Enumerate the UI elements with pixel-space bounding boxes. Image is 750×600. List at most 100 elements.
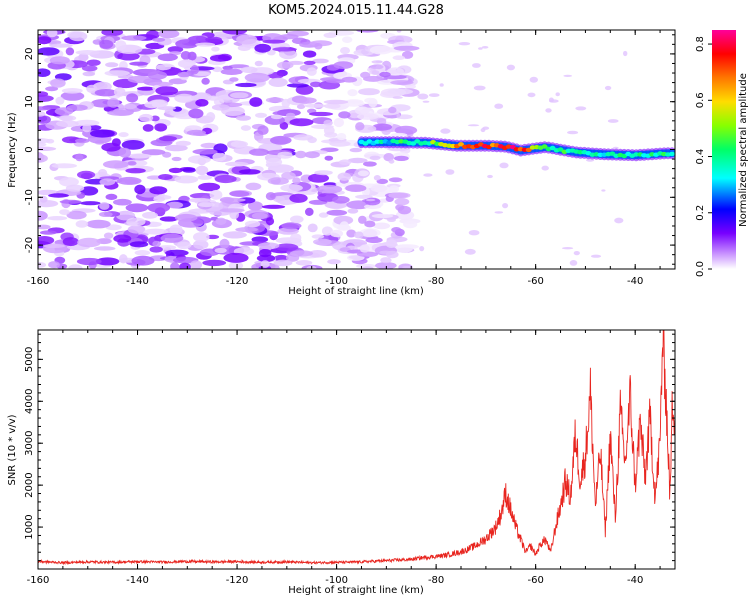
noise-blob xyxy=(48,261,60,269)
noise-blob xyxy=(237,44,251,52)
noise-blob xyxy=(347,157,368,164)
noise-blob xyxy=(304,151,320,159)
noise-blob xyxy=(390,132,408,138)
noise-blob xyxy=(337,172,352,181)
noise-blob xyxy=(75,220,89,228)
noise-blob xyxy=(99,178,116,186)
noise-blob xyxy=(370,185,388,192)
noise-blob xyxy=(346,229,357,238)
noise-blob xyxy=(387,217,396,222)
noise-blob xyxy=(207,95,220,101)
noise-blob xyxy=(281,98,290,109)
noise-blob xyxy=(206,112,216,122)
noise-blob xyxy=(54,107,74,116)
noise-blob xyxy=(215,217,227,225)
noise-blob xyxy=(131,255,155,266)
noise-blob xyxy=(119,254,128,264)
noise-blob xyxy=(113,198,132,206)
noise-blob xyxy=(482,126,490,130)
noise-blob xyxy=(590,254,602,258)
noise-blob xyxy=(323,119,333,127)
noise-blob xyxy=(38,142,47,147)
noise-blob xyxy=(380,257,392,264)
noise-blob xyxy=(324,103,341,109)
noise-blob xyxy=(358,215,367,224)
noise-blob xyxy=(623,50,628,57)
noise-blob xyxy=(267,177,289,185)
noise-blob xyxy=(289,193,308,203)
noise-blob xyxy=(369,45,393,55)
noise-blob xyxy=(58,115,77,121)
noise-blob xyxy=(82,124,92,133)
noise-blob xyxy=(402,50,414,59)
spectrogram-x-ticks: -160 -140 -120 -100 -80 -60 -40 xyxy=(27,30,661,287)
noise-blob xyxy=(193,232,210,242)
noise-blob xyxy=(38,106,51,111)
noise-blob xyxy=(38,210,48,221)
noise-blob xyxy=(472,63,481,68)
noise-blob xyxy=(321,226,333,236)
noise-blob xyxy=(376,178,389,184)
noise-blob xyxy=(147,71,168,80)
noise-blob xyxy=(115,40,127,51)
noise-blob xyxy=(265,192,276,201)
noise-blob xyxy=(222,30,248,35)
y-tick-label: 4000 xyxy=(24,389,35,414)
noise-blob xyxy=(81,65,98,72)
snr-plot-area xyxy=(38,330,675,569)
noise-blob xyxy=(59,199,82,204)
noise-blob xyxy=(230,140,249,148)
noise-blob xyxy=(473,85,486,91)
noise-blob xyxy=(359,244,370,253)
spectrogram-signal-band xyxy=(357,136,675,162)
noise-blob xyxy=(123,103,137,110)
noise-blob xyxy=(265,217,275,226)
noise-blob xyxy=(604,85,612,91)
noise-blob xyxy=(77,237,101,248)
noise-blob xyxy=(105,193,118,200)
figure-title: KOM5.2024.015.11.44.G28 xyxy=(268,3,444,18)
noise-blob xyxy=(230,92,249,99)
noise-blob xyxy=(323,99,349,105)
noise-blob xyxy=(235,82,257,88)
noise-blob xyxy=(262,39,286,44)
noise-blob xyxy=(229,77,239,82)
noise-blob xyxy=(80,201,101,206)
noise-blob xyxy=(372,123,393,131)
noise-blob xyxy=(336,133,347,141)
noise-blob xyxy=(38,47,60,56)
noise-blob xyxy=(278,34,299,40)
y-tick-label: -20 xyxy=(24,237,35,253)
noise-blob xyxy=(405,84,416,89)
noise-blob xyxy=(305,207,314,216)
noise-blob xyxy=(392,55,405,60)
x-tick-label: -120 xyxy=(226,276,249,287)
noise-blob xyxy=(61,88,83,94)
noise-blob xyxy=(555,92,560,97)
noise-blob xyxy=(353,49,374,56)
noise-blob xyxy=(177,71,191,78)
noise-blob xyxy=(289,118,314,127)
x-tick-label: -60 xyxy=(527,276,543,287)
noise-blob xyxy=(68,264,83,269)
noise-blob xyxy=(220,68,243,75)
noise-blob xyxy=(422,100,430,103)
noise-blob xyxy=(38,111,46,117)
noise-blob xyxy=(164,144,188,152)
x-tick-label: -100 xyxy=(325,575,348,586)
noise-blob xyxy=(255,112,267,118)
noise-blob xyxy=(343,100,365,107)
noise-blob xyxy=(117,176,142,185)
noise-blob xyxy=(279,49,298,60)
noise-blob xyxy=(190,65,200,75)
noise-blob xyxy=(49,56,70,65)
y-tick-label: 10 xyxy=(24,95,35,108)
noise-blob xyxy=(502,203,509,209)
noise-blob xyxy=(394,198,410,206)
noise-blob xyxy=(296,104,306,110)
noise-blob xyxy=(379,250,392,255)
noise-blob xyxy=(104,70,130,77)
noise-blob xyxy=(347,89,358,97)
